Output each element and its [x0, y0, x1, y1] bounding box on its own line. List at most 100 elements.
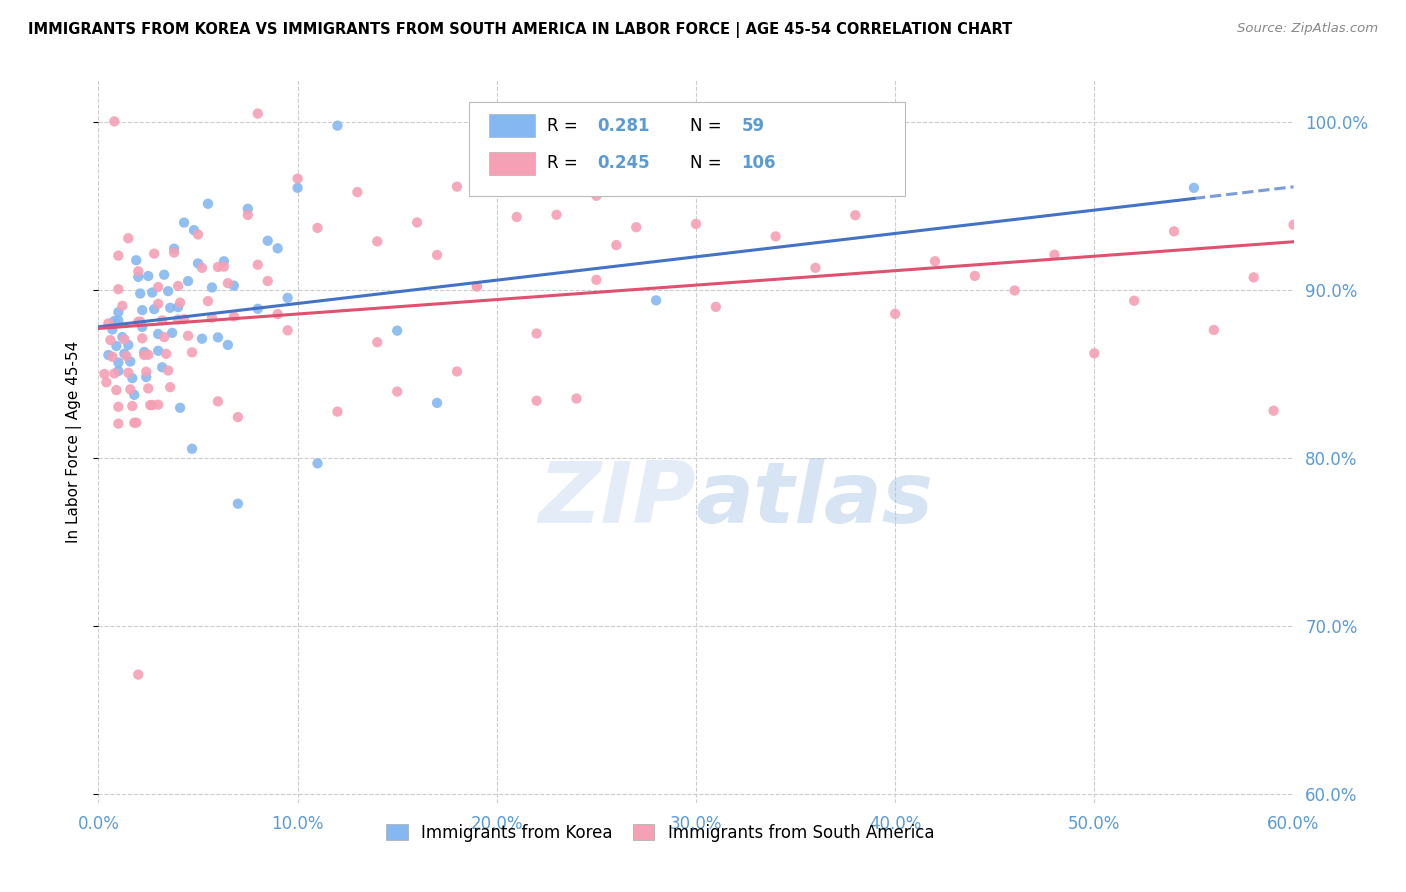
Point	[724, 164, 747, 178]
Point	[585, 273, 607, 287]
Point	[426, 248, 449, 262]
Point	[685, 217, 707, 231]
Point	[212, 254, 235, 268]
Point	[124, 388, 146, 402]
Point	[963, 268, 986, 283]
Text: ZIP: ZIP	[538, 458, 696, 541]
Point	[125, 253, 148, 268]
Point	[96, 376, 118, 390]
Point	[645, 169, 668, 183]
Point	[385, 324, 409, 338]
Point	[183, 223, 205, 237]
Point	[1163, 224, 1185, 238]
Point	[169, 295, 191, 310]
Point	[131, 303, 153, 318]
Point	[159, 380, 181, 394]
Point	[129, 315, 152, 329]
Point	[246, 106, 269, 120]
Point	[103, 314, 125, 328]
Point	[704, 300, 727, 314]
Point	[181, 442, 204, 456]
Point	[222, 278, 245, 293]
Point	[226, 410, 249, 425]
Point	[1004, 284, 1026, 298]
Point	[287, 181, 309, 195]
Point	[226, 497, 249, 511]
Point	[385, 384, 409, 399]
Point	[236, 202, 259, 216]
Point	[217, 338, 239, 352]
Point	[924, 254, 946, 268]
Point	[173, 216, 195, 230]
Point	[101, 322, 124, 336]
Point	[127, 264, 149, 278]
Text: 106: 106	[741, 154, 776, 172]
Point	[169, 401, 191, 415]
Point	[127, 269, 149, 284]
Point	[181, 345, 204, 359]
Point	[366, 335, 388, 350]
Point	[197, 196, 219, 211]
Point	[107, 364, 129, 378]
FancyBboxPatch shape	[470, 102, 905, 196]
Point	[287, 171, 309, 186]
Point	[446, 179, 468, 194]
Point	[1263, 403, 1285, 417]
Point	[844, 208, 866, 222]
Point	[207, 260, 229, 274]
Point	[307, 220, 329, 235]
Point	[107, 305, 129, 319]
FancyBboxPatch shape	[489, 152, 534, 175]
Point	[177, 328, 200, 343]
Point	[167, 279, 190, 293]
Point	[326, 119, 349, 133]
Point	[212, 260, 235, 274]
Point	[267, 241, 290, 255]
Point	[160, 326, 183, 340]
Point	[187, 227, 209, 242]
Point	[222, 310, 245, 324]
Point	[115, 349, 138, 363]
Text: IMMIGRANTS FROM KOREA VS IMMIGRANTS FROM SOUTH AMERICA IN LABOR FORCE | AGE 45-5: IMMIGRANTS FROM KOREA VS IMMIGRANTS FROM…	[28, 22, 1012, 38]
Point	[1043, 248, 1066, 262]
Point	[155, 347, 177, 361]
Point	[103, 114, 125, 128]
Point	[1202, 323, 1225, 337]
Point	[139, 398, 162, 412]
Point	[134, 348, 156, 362]
Point	[201, 310, 224, 325]
Point	[485, 161, 508, 175]
Point	[585, 189, 607, 203]
Point	[107, 400, 129, 414]
Point	[98, 333, 122, 347]
Point	[127, 315, 149, 329]
Point	[207, 394, 229, 409]
Point	[177, 274, 200, 288]
Point	[207, 330, 229, 344]
Point	[526, 326, 548, 341]
Point	[884, 307, 907, 321]
Text: N =: N =	[690, 154, 727, 172]
Point	[124, 416, 146, 430]
Point	[163, 245, 186, 260]
Point	[526, 393, 548, 408]
Point	[150, 313, 173, 327]
Point	[129, 286, 152, 301]
Point	[645, 293, 668, 308]
Point	[105, 339, 128, 353]
Text: R =: R =	[547, 117, 582, 135]
Point	[107, 282, 129, 296]
Point	[157, 363, 180, 377]
Point	[256, 274, 278, 288]
Point	[136, 268, 159, 283]
Point	[117, 338, 139, 352]
Point	[187, 256, 209, 270]
Point	[117, 366, 139, 380]
Point	[134, 345, 156, 359]
Point	[201, 280, 224, 294]
Point	[107, 249, 129, 263]
Point	[426, 396, 449, 410]
Point	[135, 370, 157, 384]
Point	[148, 326, 170, 341]
Point	[112, 346, 135, 360]
